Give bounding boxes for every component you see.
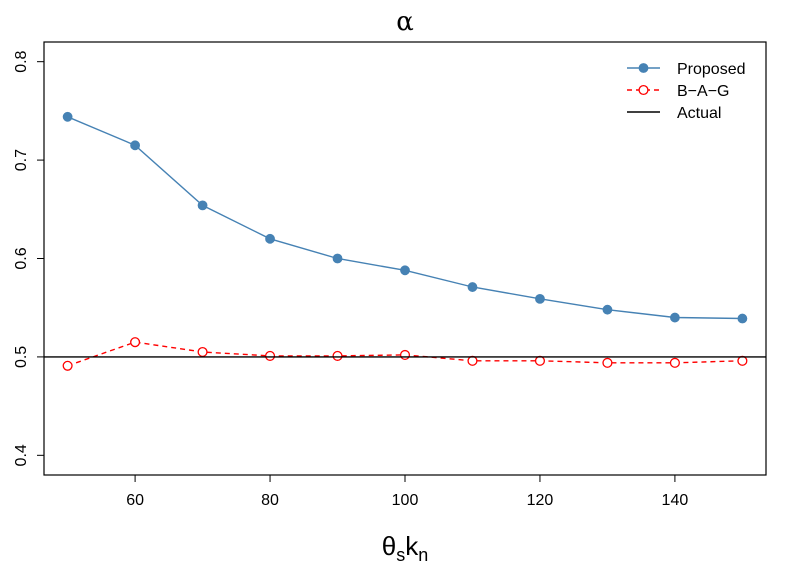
series-b-a-g-point — [264, 350, 276, 361]
series-b-a-g-point — [197, 346, 208, 358]
series-proposed-point — [400, 265, 410, 276]
series-proposed-point — [535, 293, 545, 304]
x-tick-label: 140 — [662, 492, 689, 509]
y-tick-label: 0.8 — [13, 50, 30, 72]
series-b-a-g-point — [534, 355, 546, 366]
x-tick-label: 120 — [527, 492, 554, 509]
y-tick-label: 0.5 — [13, 346, 30, 368]
legend-proposed-label: Proposed — [677, 61, 746, 78]
series-b-a-g-point — [62, 360, 73, 371]
series-b-a-g-point — [399, 349, 411, 360]
x-axis-label-k: k — [405, 531, 419, 561]
chart-title: α — [396, 7, 414, 37]
y-tick-label: 0.6 — [13, 247, 30, 269]
x-axis-label-theta: θ — [382, 531, 396, 561]
legend-proposed-marker — [638, 63, 649, 73]
series-proposed-line — [67, 116, 743, 320]
x-tick-label: 80 — [261, 492, 279, 509]
x-axis-label: θskn — [382, 531, 428, 564]
legend-b-a-g-label: B−A−G — [677, 83, 729, 100]
series-b-a-g-point — [130, 337, 141, 348]
x-tick-label: 100 — [392, 492, 419, 509]
x-axis: 60 80 100 120 140 — [126, 475, 688, 509]
series-b-a-g-point — [332, 350, 343, 361]
plot-frame — [43, 41, 767, 476]
series-proposed-point — [737, 313, 748, 324]
series-proposed-point — [62, 111, 73, 122]
series-layer — [44, 111, 766, 371]
series-b-a-g-point — [737, 355, 748, 366]
y-tick-label: 0.4 — [13, 444, 30, 466]
series-b-a-g-point — [602, 357, 613, 368]
y-axis: 0.4 0.5 0.6 0.7 0.8 — [13, 50, 44, 466]
series-proposed-point — [265, 233, 275, 244]
x-axis-label-sub-n: n — [418, 545, 428, 564]
series-proposed-point — [670, 312, 680, 323]
series-b-a-g-point — [669, 357, 680, 368]
legend-b-a-g-marker — [638, 84, 649, 96]
series-proposed-point — [130, 140, 140, 151]
legend: Proposed B−A−G Actual — [627, 61, 746, 122]
x-axis-label-sub-s: s — [396, 545, 405, 564]
legend-actual-label: Actual — [677, 105, 721, 122]
y-tick-label: 0.7 — [13, 149, 30, 171]
series-b-a-g-point — [467, 355, 478, 366]
series-proposed-point — [332, 253, 343, 264]
x-tick-label: 60 — [126, 492, 144, 509]
series-proposed-point — [602, 304, 613, 315]
series-proposed-point — [197, 200, 208, 211]
series-proposed-point — [467, 282, 478, 292]
